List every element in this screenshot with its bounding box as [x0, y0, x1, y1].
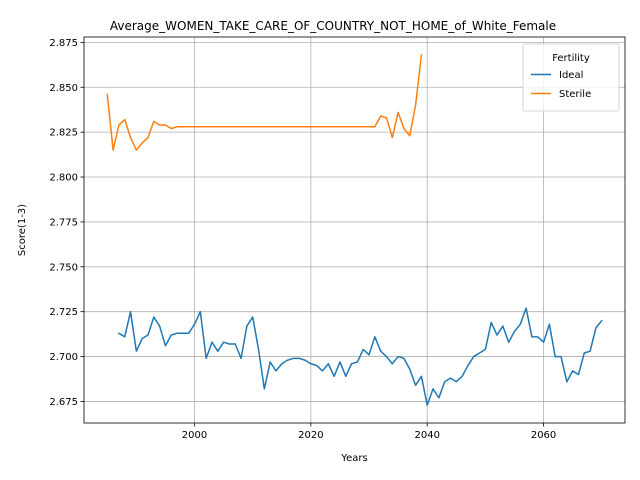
series-lines — [106, 54, 603, 406]
y-tick-label: 2.775 — [49, 217, 78, 228]
axis-ticks: 2000 2020 2040 2060 2.675 2.700 2.725 2.750 2.77… — [49, 38, 556, 441]
y-tick-label: 2.800 — [49, 173, 78, 184]
y-tick-label: 2.850 — [49, 83, 78, 94]
y-tick-label: 2.750 — [49, 262, 78, 273]
y-tick-label: 2.675 — [49, 397, 78, 408]
y-tick-label: 2.700 — [49, 352, 78, 363]
chart-title: Average_WOMEN_TAKE_CARE_OF_COUNTRY_NOT_H… — [110, 19, 556, 33]
legend-title: Fertility — [552, 53, 590, 64]
y-tick-label: 2.725 — [49, 307, 78, 318]
x-axis-label: Years — [340, 453, 367, 464]
legend: Fertility Ideal Sterile — [522, 43, 620, 112]
y-tick-label: 2.875 — [49, 38, 78, 49]
series-line-ideal — [117, 307, 603, 406]
x-tick-label: 2040 — [414, 430, 439, 441]
legend-label-sterile: Sterile — [559, 89, 591, 100]
plot-frame — [83, 36, 626, 424]
x-tick-label: 2020 — [298, 430, 323, 441]
x-tick-label: 2000 — [182, 430, 207, 441]
y-axis-label: Score(1-3) — [17, 204, 28, 256]
legend-label-ideal: Ideal — [559, 70, 583, 81]
x-tick-label: 2060 — [531, 430, 556, 441]
grid — [84, 37, 625, 423]
y-tick-label: 2.825 — [49, 128, 78, 139]
series-line-sterile — [106, 54, 423, 151]
